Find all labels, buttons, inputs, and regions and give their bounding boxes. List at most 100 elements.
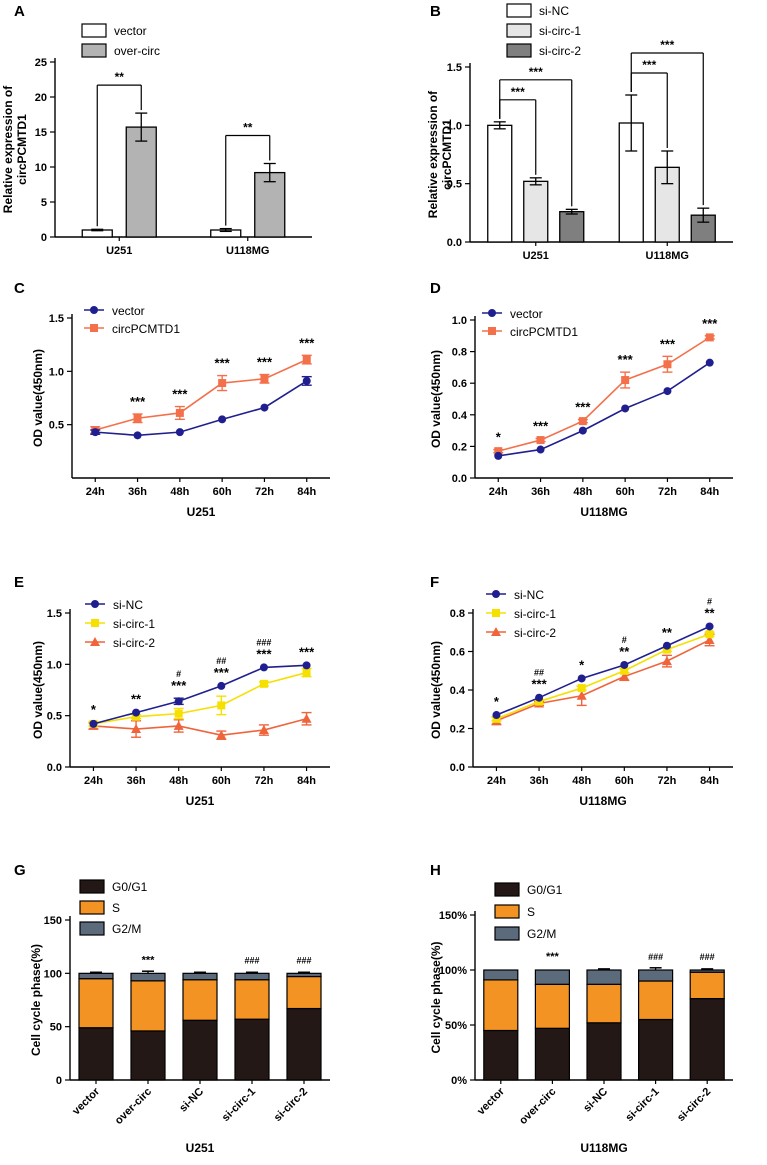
significance-label: *	[496, 430, 502, 445]
significance-label: ###	[648, 952, 663, 962]
y-tick-label: 0.5	[47, 711, 62, 723]
bar-segment	[78, 972, 114, 980]
significance-label: ***	[214, 665, 230, 680]
data-point	[705, 358, 714, 367]
data-point	[260, 403, 269, 412]
bar-segment	[182, 979, 218, 1021]
data-point	[536, 445, 545, 454]
legend-item: G0/G1	[79, 879, 148, 894]
significance-label: ***	[660, 336, 676, 351]
y-tick-label: 100%	[439, 965, 467, 977]
panel-letter: C	[14, 280, 25, 297]
y-tick-label: 0	[41, 232, 47, 244]
legend-label: vector	[510, 307, 543, 321]
y-axis-label: circPCMTD1	[440, 119, 454, 190]
bar-segment	[234, 979, 270, 1020]
y-tick-label: 50%	[445, 1020, 467, 1032]
legend-item: S	[79, 900, 120, 915]
significance-label: ***	[172, 387, 188, 402]
significance-label: *	[579, 657, 585, 672]
x-tick-label: over-circ	[517, 1086, 558, 1127]
error-bar	[598, 968, 610, 970]
bar	[125, 126, 157, 238]
y-tick-label: 150%	[439, 910, 467, 922]
y-tick-label: 0.8	[452, 347, 467, 359]
legend-label: si-NC	[539, 4, 569, 18]
panel-letter: H	[430, 862, 441, 879]
series-line	[93, 664, 307, 725]
legend-swatch	[506, 43, 532, 58]
bar-segment	[130, 1030, 166, 1081]
bar-segment	[182, 972, 218, 981]
data-point	[174, 697, 183, 706]
legend-swatch	[494, 882, 520, 897]
legend-marker	[488, 309, 496, 317]
significance-label: **	[243, 121, 253, 135]
y-axis-label: circPCMTD1	[15, 114, 29, 185]
legend-marker	[492, 609, 500, 617]
legend: vector over-circ	[81, 23, 160, 58]
data-point	[663, 360, 672, 369]
legend-label: vector	[114, 24, 147, 38]
significance-label: ***	[531, 677, 547, 692]
x-tick-label: 36h	[128, 486, 147, 498]
significance-label: ***	[171, 678, 187, 693]
data-point	[705, 333, 714, 342]
significance-label: ***	[533, 419, 549, 434]
panel-g: G 0 50 100 150 Cell cycle phase(%) U251 vector o…	[14, 862, 330, 1155]
legend-swatch	[79, 921, 105, 936]
legend-item: si-NC	[486, 588, 544, 602]
data-point	[174, 709, 183, 718]
y-tick-label: 1.5	[447, 62, 462, 74]
bar-segment	[234, 1018, 270, 1081]
x-tick-label: 84h	[297, 775, 316, 787]
legend-label: si-circ-2	[514, 626, 556, 640]
x-tick-label: U118MG	[226, 245, 269, 257]
significance-label: ***	[215, 356, 231, 371]
x-tick-label: U118MG	[646, 250, 689, 262]
bar-segment	[689, 971, 725, 1000]
legend-label: S	[112, 901, 120, 915]
data-point	[217, 701, 226, 710]
y-axis-label: Relative expression of	[1, 85, 15, 213]
error-bar	[246, 971, 258, 974]
x-tick-label: 24h	[84, 775, 103, 787]
panel-d: D 0.0 0.2 0.4 0.6 0.8 1.0 OD value(450nm) U118MG…	[429, 280, 733, 519]
data-point	[218, 379, 227, 388]
bar-segment	[586, 983, 622, 1024]
data-point	[619, 671, 630, 681]
data-point	[578, 426, 587, 435]
series-line	[93, 717, 307, 736]
legend-item: vector	[81, 23, 147, 38]
panel-e: E 0.0 0.5 1.0 1.5 OD value(450nm) U251 24h 36h 48…	[14, 574, 330, 808]
data-point	[494, 451, 503, 460]
x-tick-label: 84h	[297, 486, 316, 498]
legend: si-NC si-circ-1 si-circ-2	[506, 3, 581, 58]
y-tick-label: 20	[35, 92, 47, 104]
significance-label: #	[622, 635, 627, 645]
x-axis-label: U118MG	[579, 794, 626, 808]
y-tick-label: 0.2	[450, 724, 465, 736]
data-point	[705, 622, 714, 631]
error-bar	[625, 94, 638, 152]
x-tick-label: 60h	[212, 775, 231, 787]
x-axis-label: U251	[187, 505, 216, 519]
significance-label: ***	[546, 951, 560, 963]
bar	[487, 124, 513, 243]
legend-label: G2/M	[112, 922, 141, 936]
y-tick-label: 50	[50, 1022, 62, 1034]
bar-segment	[483, 1029, 519, 1081]
error-bar	[298, 971, 310, 974]
y-tick-label: 0.4	[450, 685, 466, 697]
legend-item: si-circ-2	[85, 636, 155, 650]
legend: vector circPCMTD1	[482, 307, 578, 339]
legend-label: vector	[112, 304, 145, 318]
significance-label: ***	[575, 400, 591, 415]
legend-item: G2/M	[494, 926, 556, 941]
bar-segment	[78, 1027, 114, 1081]
legend-label: circPCMTD1	[510, 325, 578, 339]
series-line	[498, 361, 711, 457]
legend-swatch	[81, 43, 107, 58]
legend: G0/G1 S G2/M	[79, 879, 148, 936]
error-bar	[565, 208, 578, 215]
